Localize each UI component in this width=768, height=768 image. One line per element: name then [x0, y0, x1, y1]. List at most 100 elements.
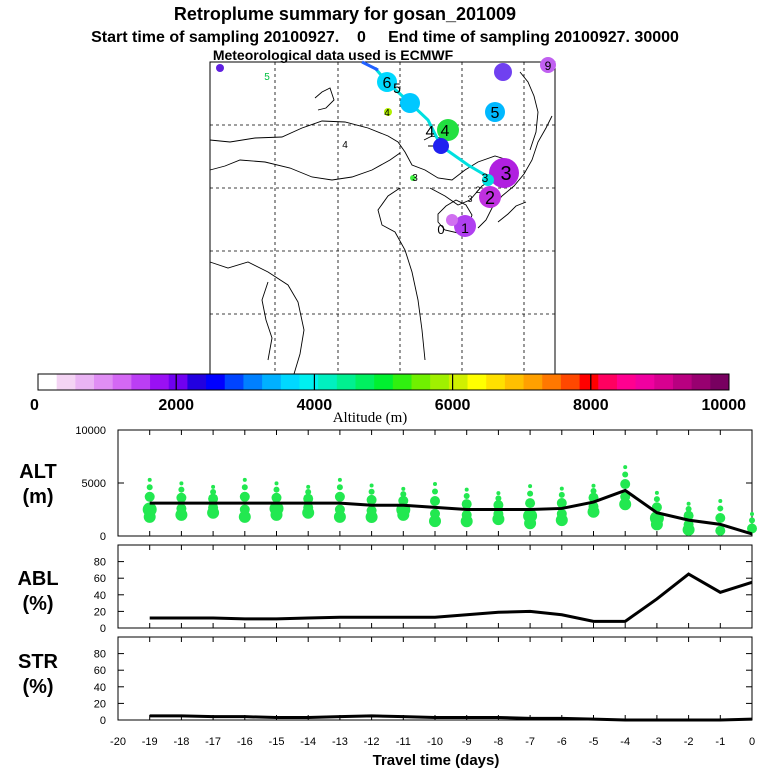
- altitude-cluster-point: [686, 501, 691, 506]
- plume-cluster: [485, 102, 505, 122]
- colorbar-swatch: [560, 374, 581, 390]
- altitude-cluster-point: [493, 500, 504, 511]
- x-tick-label: -10: [427, 736, 443, 748]
- colorbar-swatch: [318, 374, 338, 390]
- altitude-cluster-point: [179, 481, 184, 486]
- plume-cluster: [489, 158, 519, 188]
- altitude-cluster-point: [747, 523, 757, 534]
- met-data-line: Meteorological data used is ECMWF: [213, 47, 454, 63]
- altitude-cluster-point: [303, 502, 314, 513]
- y-tick-label: 80: [94, 557, 106, 569]
- day-label: 6: [383, 75, 392, 92]
- day-label: 3: [467, 194, 472, 204]
- altitude-cluster-point: [303, 493, 314, 504]
- altitude-cluster-point: [241, 484, 248, 491]
- altitude-cluster-point: [654, 490, 659, 495]
- y-tick-label: 20: [94, 698, 106, 710]
- altitude-cluster-point: [527, 490, 534, 497]
- altitude-cluster-point: [208, 493, 219, 504]
- x-tick-label: -2: [684, 736, 694, 748]
- x-tick-label: -17: [205, 736, 221, 748]
- day-label: 4: [342, 140, 348, 151]
- day-label: 4: [441, 123, 450, 140]
- altitude-cluster-point: [433, 482, 437, 487]
- colorbar-swatch: [168, 374, 188, 390]
- plume-cluster: [482, 174, 494, 186]
- altitude-cluster-point: [653, 496, 660, 503]
- day-label: 2: [485, 188, 495, 208]
- colorbar-swatch: [75, 374, 95, 390]
- plume-cluster: [216, 64, 224, 72]
- colorbar-swatch: [523, 374, 543, 390]
- altitude-cluster-point: [590, 487, 597, 494]
- y-tick-label: 10000: [75, 425, 106, 437]
- y-tick-label: 80: [94, 649, 106, 661]
- altitude-cluster-point: [461, 509, 472, 520]
- sampling-time-line: Start time of sampling 20100927. 0 End t…: [91, 29, 679, 46]
- colorbar-swatch: [691, 374, 711, 390]
- altitude-cluster-point: [334, 504, 345, 515]
- altitude-colorbar: [38, 374, 730, 390]
- colorbar-tick-label: 4000: [297, 397, 333, 414]
- plume-cluster: [377, 72, 397, 92]
- day-label: 3: [500, 163, 511, 185]
- y-tick-label: 5000: [82, 478, 106, 490]
- day-label: 5: [491, 105, 500, 122]
- plume-cluster: [479, 186, 501, 208]
- day-label: 4: [426, 124, 435, 141]
- map-labels: 0 1 2 3 4 5 6 9 2 3 3 3 4 4 5 4 5: [264, 59, 551, 237]
- colorbar-swatch: [243, 374, 263, 390]
- colorbar-swatch: [299, 374, 319, 390]
- altitude-cluster-point: [239, 504, 250, 515]
- altitude-cluster-point: [493, 508, 504, 519]
- altitude-cluster-point: [176, 492, 187, 503]
- colorbar-swatch: [280, 374, 300, 390]
- day-label: 5: [393, 80, 401, 96]
- altitude-cluster-point: [400, 491, 407, 498]
- panel-str: 80 60 40 20 0 STR (%): [18, 636, 753, 727]
- y-axis-label: (%): [22, 593, 53, 615]
- colorbar-swatch: [710, 374, 730, 390]
- day-label: 3: [412, 173, 418, 184]
- altitude-cluster-point: [368, 488, 375, 495]
- day-label: 5: [264, 72, 270, 83]
- colorbar-swatch: [374, 374, 394, 390]
- plume-cluster: [384, 108, 392, 116]
- x-tick-label: -7: [525, 736, 535, 748]
- x-axis: -20 -19 -18 -17 -16 -15 -14 -13 -12 -11 -10 -9 -8 -7-…: [110, 736, 755, 748]
- altitude-cluster-point: [238, 510, 251, 523]
- colorbar-swatch: [598, 374, 618, 390]
- x-tick-label: -3: [652, 736, 662, 748]
- y-tick-label: 60: [94, 573, 106, 585]
- altitude-cluster-point: [464, 487, 469, 492]
- colorbar-swatch: [262, 374, 282, 390]
- x-tick-label: 0: [749, 736, 755, 748]
- colorbar-swatch: [635, 374, 655, 390]
- colorbar-swatch: [131, 374, 151, 390]
- y-tick-label: 60: [94, 665, 106, 677]
- altitude-cluster-point: [750, 512, 754, 517]
- colorbar-swatch: [579, 374, 599, 390]
- colorbar-swatch: [150, 374, 170, 390]
- x-tick-label: -18: [173, 736, 189, 748]
- x-axis-title: Travel time (days): [373, 752, 500, 768]
- altitude-cluster-point: [717, 505, 724, 512]
- colorbar-swatch: [355, 374, 375, 390]
- colorbar-ticks: 0 2000 4000 6000 8000 10000: [30, 374, 746, 414]
- plume-cluster: [540, 57, 556, 73]
- altitude-cluster-point: [366, 505, 377, 516]
- altitude-cluster-point: [715, 525, 726, 536]
- colorbar-tick-label: 0: [30, 397, 39, 414]
- altitude-cluster-point: [715, 512, 726, 523]
- altitude-cluster-point: [208, 502, 219, 513]
- altitude-cluster-point: [239, 491, 250, 502]
- altitude-cluster-point: [429, 515, 441, 528]
- altitude-cluster-point: [619, 498, 632, 511]
- altitude-cluster-point: [558, 491, 565, 498]
- altitude-cluster-point: [620, 491, 631, 502]
- altitude-cluster-point: [620, 479, 631, 490]
- x-tick-label: -20: [110, 736, 126, 748]
- altitude-cluster-point: [211, 484, 216, 489]
- altitude-cluster-point: [336, 484, 343, 491]
